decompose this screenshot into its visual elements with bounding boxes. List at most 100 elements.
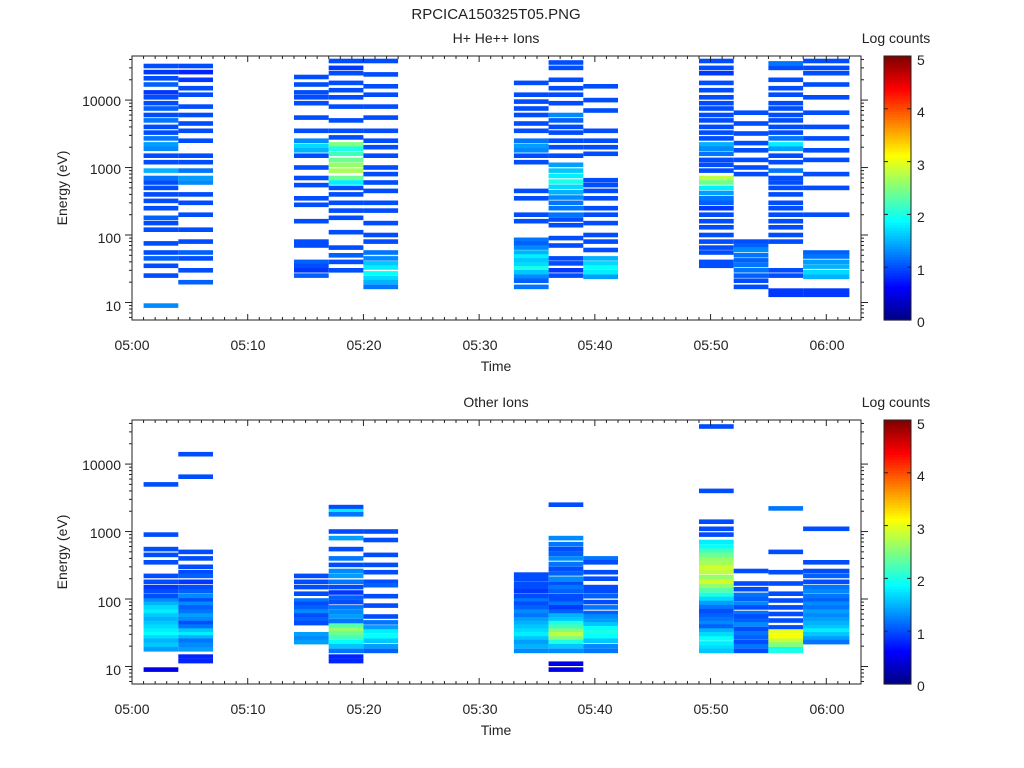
spectrogram-cell	[699, 200, 734, 206]
x-tick-label: 05:10	[230, 701, 265, 717]
spectrogram-cell	[178, 638, 213, 644]
spectrogram-cell	[768, 273, 804, 278]
spectrogram-cell	[513, 581, 549, 586]
spectrogram-cell	[178, 268, 213, 273]
spectrogram-cell	[548, 173, 584, 179]
spectrogram-cell	[803, 185, 850, 191]
colorbar-segment	[884, 554, 911, 558]
colorbar-segment	[884, 544, 911, 548]
spectrogram-cell	[768, 591, 804, 596]
y-tick-label: 100	[98, 230, 122, 246]
spectrogram-cell	[363, 562, 399, 568]
spectrogram-cell	[363, 232, 399, 238]
spectrogram-cell	[583, 648, 618, 654]
spectrogram-cell	[178, 239, 213, 244]
colorbar-segment	[884, 625, 911, 630]
spectrogram-cell	[143, 593, 179, 599]
colorbar	[883, 419, 912, 685]
spectrogram-cell	[548, 85, 584, 91]
spectrogram-cell	[803, 573, 850, 579]
figure-title: RPCICA150325T05.PNG	[411, 6, 580, 23]
spectrogram-cell	[803, 274, 850, 280]
spectrogram-cell	[699, 168, 734, 173]
colorbar-segment	[884, 573, 911, 577]
spectrogram-cell	[513, 572, 549, 577]
spectrogram-cell	[699, 596, 734, 602]
colorbar-segment	[884, 119, 911, 123]
spectrogram-cell	[699, 175, 734, 181]
colorbar-segment	[884, 116, 911, 120]
spectrogram-cell	[143, 227, 179, 232]
spectrogram-cell	[733, 284, 769, 290]
spectrogram-cell	[513, 261, 549, 267]
spectrogram-cell	[513, 632, 549, 637]
spectrogram-cell	[513, 628, 549, 633]
spectrogram-cell	[768, 218, 804, 224]
spectrogram-cell	[363, 638, 399, 644]
colorbar-segment	[884, 433, 911, 437]
spectrogram-cell	[143, 609, 179, 614]
spectrogram-cell	[294, 202, 329, 208]
spectrogram-cell	[143, 136, 179, 141]
spectrogram-cell	[328, 70, 364, 76]
spectrogram-cell	[803, 601, 850, 607]
colorbar-label: Log counts	[862, 30, 931, 46]
spectrogram-cell	[583, 232, 618, 238]
colorbar-segment	[884, 681, 911, 685]
colorbar-tick-label: 4	[917, 104, 925, 120]
colorbar-segment	[884, 259, 911, 263]
spectrogram-cell	[143, 118, 179, 123]
panel-title: H+ He++ Ions	[453, 30, 540, 46]
spectrogram-cell	[513, 584, 549, 590]
spectrogram-cell	[294, 175, 329, 181]
spectrogram-cell	[699, 641, 734, 646]
spectrogram-cell	[294, 196, 329, 201]
spectrogram-cell	[294, 218, 329, 224]
colorbar-segment	[884, 232, 911, 237]
spectrogram-cell	[294, 115, 329, 120]
colorbar-segment	[884, 578, 911, 582]
spectrogram-cell	[294, 90, 329, 95]
spectrogram-cell	[294, 605, 329, 610]
spectrogram-cell	[178, 598, 213, 603]
colorbar-segment	[884, 472, 911, 477]
colorbar-segment	[884, 588, 911, 593]
colorbar-segment	[884, 520, 911, 524]
spectrogram-cell	[328, 259, 364, 265]
spectrogram-cell	[363, 153, 399, 158]
spectrogram-cell	[768, 268, 804, 273]
spectrogram-cell	[178, 647, 213, 652]
y-tick-labels: 10 100 1000 10000	[82, 93, 121, 314]
colorbar-segment	[884, 420, 911, 424]
colorbar-segment	[884, 314, 911, 318]
spectrogram-cell	[328, 535, 364, 541]
y-tick-label: 1000	[90, 161, 121, 177]
x-tick-label: 05:20	[346, 337, 381, 353]
spectrogram-cell	[143, 613, 179, 618]
spectrogram-cell	[733, 165, 769, 170]
colorbar-segment	[884, 275, 911, 279]
spectrogram-cell	[513, 128, 549, 134]
spectrogram-cell	[294, 239, 329, 244]
x-axis-label: Time	[481, 722, 512, 738]
spectrogram-cell	[363, 138, 399, 143]
colorbar-frame	[883, 55, 912, 321]
colorbar-segment	[884, 475, 911, 479]
spectrogram-cell	[178, 632, 213, 637]
spectrogram-cell	[548, 636, 584, 641]
colorbar-segment	[884, 135, 911, 139]
spectrogram-cell	[548, 100, 584, 106]
spectrogram-cell	[803, 250, 850, 255]
spectrogram-cell	[178, 104, 213, 109]
colorbar-segment	[884, 243, 911, 247]
spectrogram-cell	[294, 138, 329, 143]
spectrogram-cell	[803, 605, 850, 610]
x-tick-label: 05:40	[577, 701, 612, 717]
colorbar-segment	[884, 182, 911, 186]
colorbar-segment	[884, 153, 911, 157]
y-tick-labels: 10 100 1000 10000	[82, 457, 121, 678]
spectrogram-cell	[699, 106, 734, 111]
spectrogram-cell	[733, 253, 769, 258]
x-tick-labels: 05:00 05:10 05:20 05:30 05:40 05:50 06:0…	[114, 337, 844, 353]
spectrogram-cell	[363, 265, 399, 270]
